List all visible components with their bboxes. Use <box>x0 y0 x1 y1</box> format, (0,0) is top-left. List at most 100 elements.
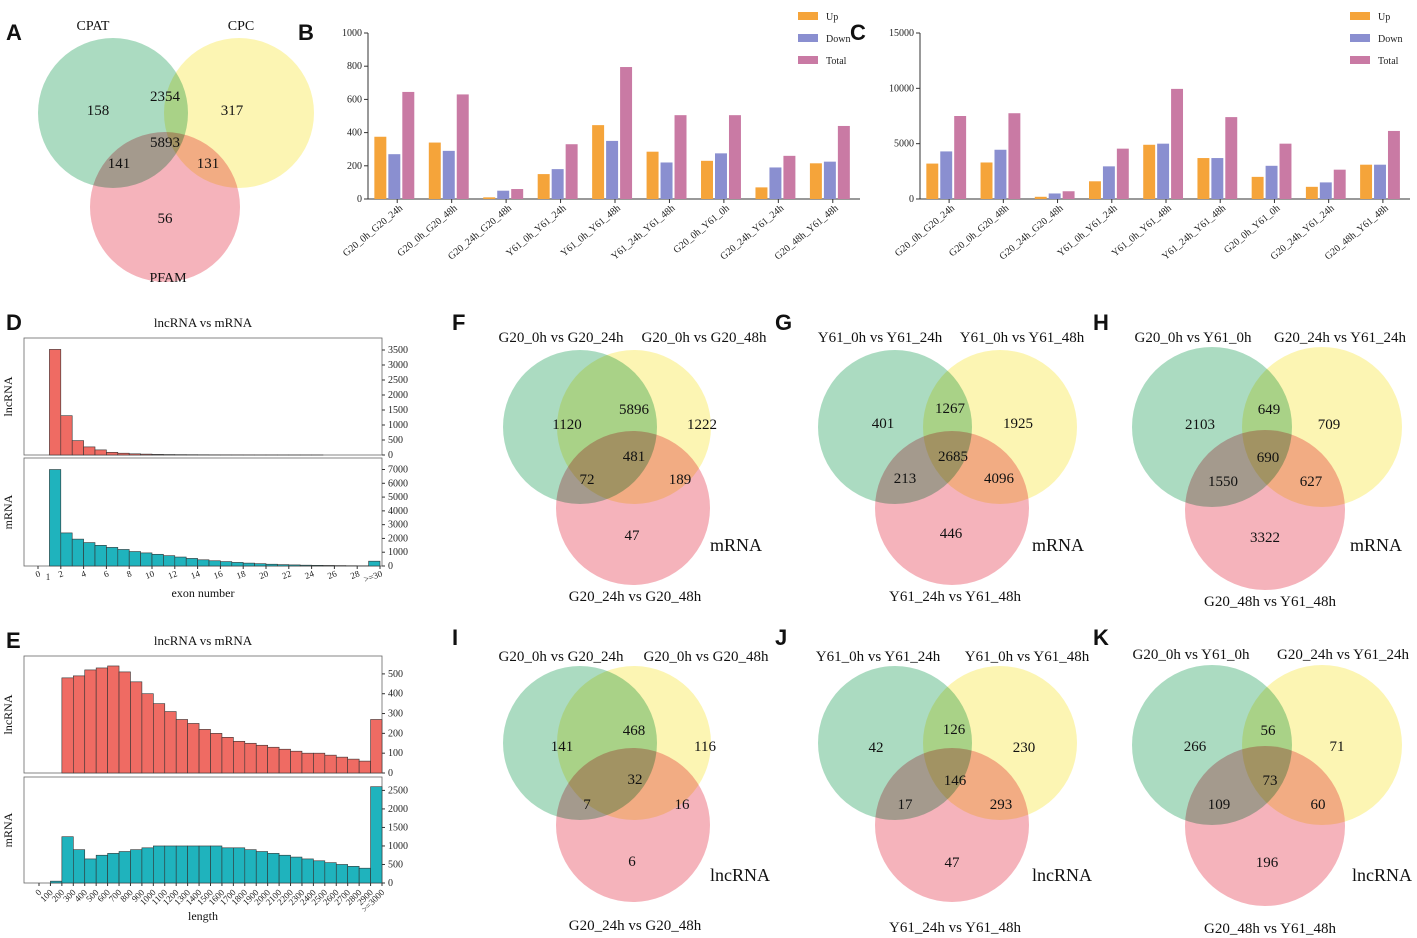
y-tick-label: 10000 <box>889 83 914 94</box>
bottom-bar <box>163 555 176 567</box>
top-bar <box>210 733 223 774</box>
x-tick-label: 1 <box>46 572 51 582</box>
top-bar <box>358 760 371 774</box>
bar-up <box>428 142 441 199</box>
chart-title: lncRNA vs mRNA <box>154 633 253 648</box>
top-bar <box>141 693 154 774</box>
y-tick-label: 0 <box>388 768 393 779</box>
y-tick-label: 2000 <box>388 390 408 401</box>
region-count: 1550 <box>1208 474 1238 490</box>
y-tick-label: 2000 <box>388 804 408 815</box>
bar-down <box>1374 164 1386 199</box>
x-tick-label: 8 <box>125 568 133 579</box>
top-bar <box>370 719 383 774</box>
y-tick-label: 7000 <box>388 465 408 476</box>
top-bar <box>83 446 96 456</box>
bottom-bar <box>347 866 360 884</box>
y-tick-label: 2000 <box>388 533 408 544</box>
region-count: 230 <box>1013 740 1036 756</box>
bar-up <box>1089 181 1101 199</box>
bar-down <box>1211 158 1224 199</box>
panel-label-d: D <box>6 310 22 335</box>
bar-total <box>511 189 524 199</box>
set-c-circle <box>556 748 710 902</box>
top-bar <box>94 449 107 456</box>
region-count: 189 <box>669 472 692 488</box>
bottom-bar <box>221 847 234 884</box>
region-count: 2685 <box>938 449 968 465</box>
bar-total <box>1171 88 1184 199</box>
venn-diagram-i: G20_0h vs G20_24h G20_0h vs G20_48h G20_24… <box>498 649 770 934</box>
x-axis-label: length <box>188 909 218 923</box>
region-count: 60 <box>1311 797 1326 813</box>
top-frame <box>23 337 383 456</box>
bottom-bar <box>368 560 381 567</box>
y-tick-label: 5000 <box>894 139 914 150</box>
top-bar <box>61 677 74 774</box>
y-tick-label: 500 <box>388 435 403 446</box>
bottom-bar <box>277 564 290 567</box>
top-bar <box>60 415 73 456</box>
bar-up <box>1251 176 1264 199</box>
legend-swatch <box>1350 34 1370 42</box>
panel-label-e: E <box>6 628 21 653</box>
bar-up <box>1034 196 1047 199</box>
legend-swatch <box>798 56 818 64</box>
x-tick-label: 24 <box>303 568 315 581</box>
y-tick-label: 400 <box>388 689 403 700</box>
set-c-circle <box>875 748 1029 902</box>
set-label: G20_0h vs G20_48h <box>643 649 769 665</box>
region-count: 131 <box>197 156 220 172</box>
top-bar <box>278 748 291 774</box>
y-tick-label: 500 <box>388 859 403 870</box>
bottom-bar <box>267 853 280 884</box>
bar-down <box>823 161 836 199</box>
bottom-bar <box>71 538 84 567</box>
bottom-bar <box>313 860 326 884</box>
bottom-bar <box>49 469 62 567</box>
bottom-bar <box>220 561 233 567</box>
y-tick-label: 200 <box>347 161 362 172</box>
bar-down <box>1048 193 1061 199</box>
region-count: 72 <box>580 472 595 488</box>
x-tick-label: 4 <box>80 568 88 579</box>
bottom-bar <box>73 849 86 884</box>
region-count: 6 <box>628 854 636 870</box>
bar-down <box>497 190 510 199</box>
x-tick-label: 6 <box>102 568 110 579</box>
region-count: 56 <box>158 211 174 227</box>
region-count: 627 <box>1300 474 1323 490</box>
x-tick-label: 28 <box>349 568 361 581</box>
set-label: G20_24h vs G20_48h <box>569 589 702 605</box>
bottom-bar <box>324 862 337 884</box>
y-tick-label: 0 <box>388 561 393 572</box>
bar-down <box>715 153 727 199</box>
top-bar <box>335 756 348 774</box>
set-label: G20_0h vs G20_24h <box>498 649 624 665</box>
x-axis-label: exon number <box>172 586 235 600</box>
y-tick-label: 6000 <box>388 478 408 489</box>
set-label: PFAM <box>149 271 187 286</box>
bar-up <box>1305 186 1318 199</box>
bar-up <box>926 163 939 199</box>
top-bar <box>106 451 119 456</box>
top-bar <box>233 740 246 774</box>
y-tick-label: 3500 <box>388 345 408 356</box>
bar-total <box>837 125 850 199</box>
bar-down <box>660 162 673 199</box>
y-tick-label: 600 <box>347 94 362 105</box>
rna-type-label: lncRNA <box>710 865 770 885</box>
top-bar <box>255 744 268 774</box>
panel-label-c: C <box>850 20 866 45</box>
bar-up <box>755 187 768 199</box>
x-tick-label: 14 <box>189 568 201 581</box>
y-tick-label: 1000 <box>388 547 408 558</box>
bar-up <box>1197 158 1210 199</box>
x-tick-label: G20_0h_Y61_0h <box>1222 203 1282 256</box>
bottom-bar <box>128 551 141 567</box>
region-count: 71 <box>1330 739 1345 755</box>
bar-down <box>551 169 564 199</box>
set-c-circle <box>556 431 710 585</box>
bottom-bar <box>244 849 257 884</box>
y-tick-label: 0 <box>388 878 393 889</box>
